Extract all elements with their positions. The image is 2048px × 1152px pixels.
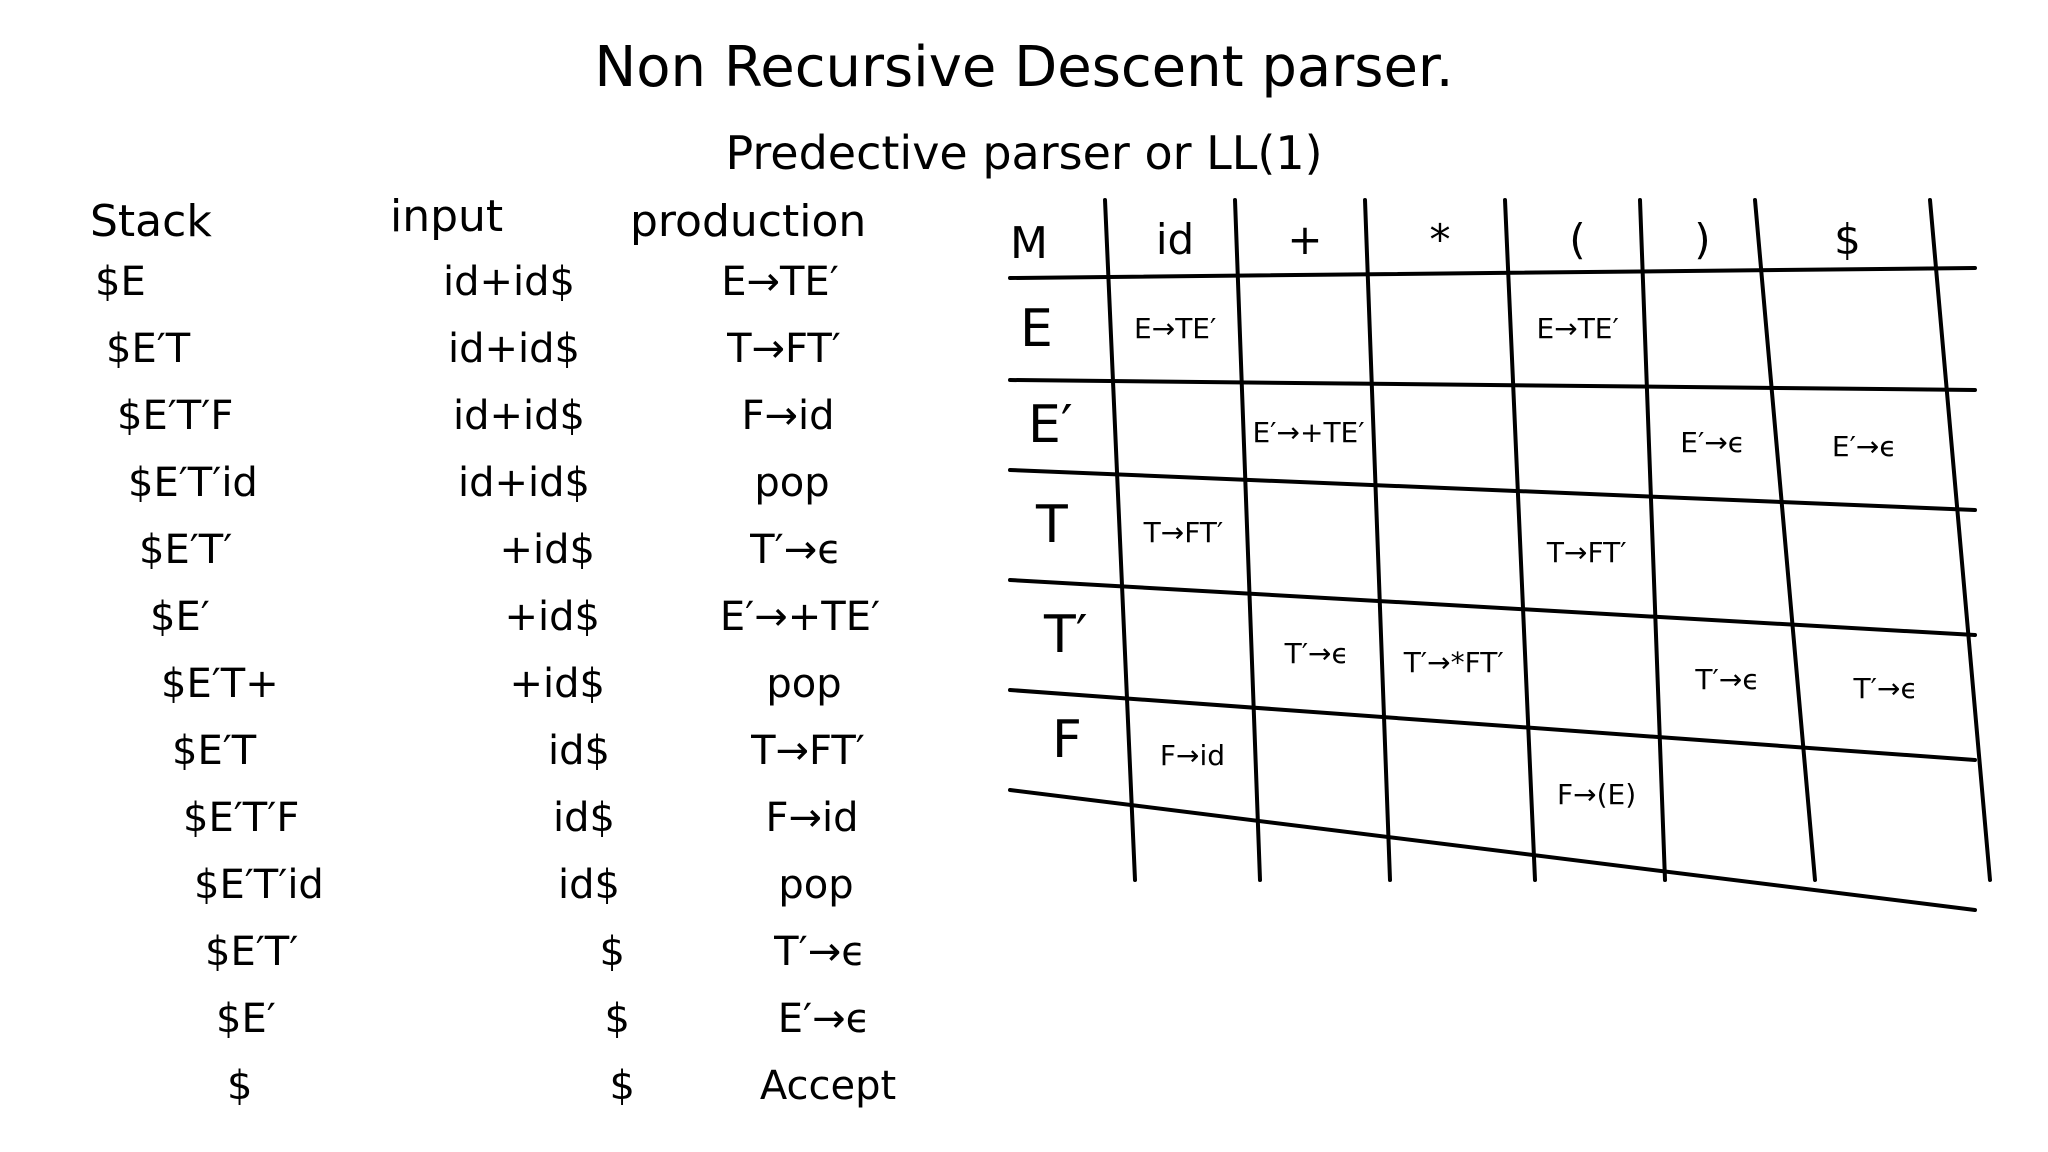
- table-column-header: ): [1694, 215, 1711, 264]
- trace-production-cell: T→FT′: [727, 326, 841, 372]
- trace-production-cell: T′→ϵ: [750, 527, 842, 573]
- trace-input-cell: id$: [553, 795, 615, 841]
- trace-input-cell: id+id$: [443, 259, 575, 305]
- table-row-divider: [1008, 266, 1977, 280]
- trace-production-cell: pop: [766, 661, 842, 707]
- trace-stack-cell: $E′T′F: [183, 795, 300, 841]
- trace-production-cell: T′→ϵ: [774, 929, 866, 975]
- table-cell-entry: E′→+TE′: [1252, 415, 1365, 449]
- trace-input-cell: id+id$: [458, 460, 590, 506]
- table-column-divider: [1363, 198, 1392, 882]
- table-corner-label: M: [1010, 218, 1048, 269]
- trace-input-cell: id$: [558, 862, 620, 908]
- table-row-divider: [1008, 378, 1977, 392]
- table-cell-entry: T′→ϵ: [1695, 662, 1760, 696]
- trace-stack-cell: $E′T: [106, 326, 191, 372]
- trace-input-cell: id+id$: [448, 326, 580, 372]
- trace-stack-cell: $E: [95, 259, 146, 305]
- table-row-header: T′: [1044, 605, 1088, 665]
- table-cell-entry: T′→*FT′: [1403, 645, 1504, 679]
- trace-header-input: input: [390, 191, 504, 242]
- table-row-divider: [1008, 788, 1977, 912]
- trace-production-cell: Accept: [759, 1063, 897, 1109]
- table-cell-entry: E→TE′: [1134, 312, 1217, 345]
- table-row-header: E′: [1028, 395, 1073, 455]
- trace-production-cell: E′→ϵ: [777, 996, 871, 1042]
- trace-stack-cell: $E′T′: [139, 527, 233, 573]
- trace-production-cell: F→id: [765, 795, 859, 841]
- table-cell-entry: E→TE′: [1536, 312, 1619, 345]
- trace-header-production: production: [630, 196, 867, 247]
- table-column-divider: [1503, 198, 1537, 882]
- trace-input-cell: +id$: [504, 594, 600, 640]
- table-column-divider: [1928, 198, 1992, 882]
- trace-header-stack: Stack: [90, 196, 212, 247]
- table-cell-entry: T′→ϵ: [1284, 636, 1349, 670]
- table-row-header: E: [1020, 299, 1053, 359]
- table-cell-entry: T′→ϵ: [1853, 671, 1918, 705]
- trace-production-cell: pop: [778, 862, 854, 908]
- trace-production-cell: E′→+TE′: [719, 594, 881, 640]
- table-row-divider: [1008, 468, 1977, 512]
- table-column-divider: [1103, 198, 1137, 882]
- table-cell-entry: F→(E): [1557, 778, 1637, 812]
- trace-stack-cell: $E′T′id: [194, 862, 324, 908]
- trace-input-cell: id$: [548, 728, 610, 774]
- trace-production-cell: T→FT′: [751, 728, 865, 774]
- trace-stack-cell: $E′T′: [205, 929, 299, 975]
- trace-input-cell: $: [604, 996, 630, 1042]
- table-cell-entry: F→id: [1159, 738, 1226, 772]
- trace-production-cell: E→TE′: [721, 259, 839, 305]
- table-column-header: (: [1569, 215, 1586, 264]
- table-row-divider: [1008, 688, 1977, 762]
- trace-input-cell: $: [609, 1063, 635, 1109]
- trace-input-cell: +id$: [499, 527, 595, 573]
- table-column-divider: [1233, 198, 1262, 882]
- trace-input-cell: $: [599, 929, 625, 975]
- trace-stack-cell: $E′T+: [161, 661, 279, 707]
- trace-stack-cell: $E′T: [172, 728, 257, 774]
- table-cell-entry: E′→ϵ: [1831, 429, 1897, 463]
- trace-stack-cell: $E′: [216, 996, 276, 1042]
- table-cell-entry: E′→ϵ: [1680, 425, 1746, 459]
- page-title: Non Recursive Descent parser.: [594, 35, 1454, 100]
- page-subtitle: Predective parser or LL(1): [725, 126, 1323, 180]
- table-cell-entry: T→FT′: [1143, 515, 1224, 549]
- table-row-divider: [1008, 578, 1977, 637]
- table-column-divider: [1638, 198, 1667, 882]
- trace-stack-cell: $: [227, 1063, 253, 1109]
- table-cell-entry: T→FT′: [1546, 535, 1627, 569]
- table-column-header: *: [1429, 215, 1451, 264]
- trace-input-cell: id+id$: [453, 393, 585, 439]
- table-column-header: id: [1155, 215, 1195, 264]
- table-column-header: +: [1287, 215, 1323, 264]
- table-column-divider: [1753, 198, 1817, 882]
- trace-production-cell: pop: [754, 460, 830, 506]
- trace-input-cell: +id$: [509, 661, 605, 707]
- table-row-header: F: [1052, 710, 1082, 770]
- table-column-header: $: [1834, 215, 1861, 264]
- trace-production-cell: F→id: [741, 393, 835, 439]
- trace-stack-cell: $E′: [150, 594, 210, 640]
- trace-stack-cell: $E′T′id: [128, 460, 258, 506]
- table-row-header: T: [1036, 495, 1068, 555]
- trace-stack-cell: $E′T′F: [117, 393, 234, 439]
